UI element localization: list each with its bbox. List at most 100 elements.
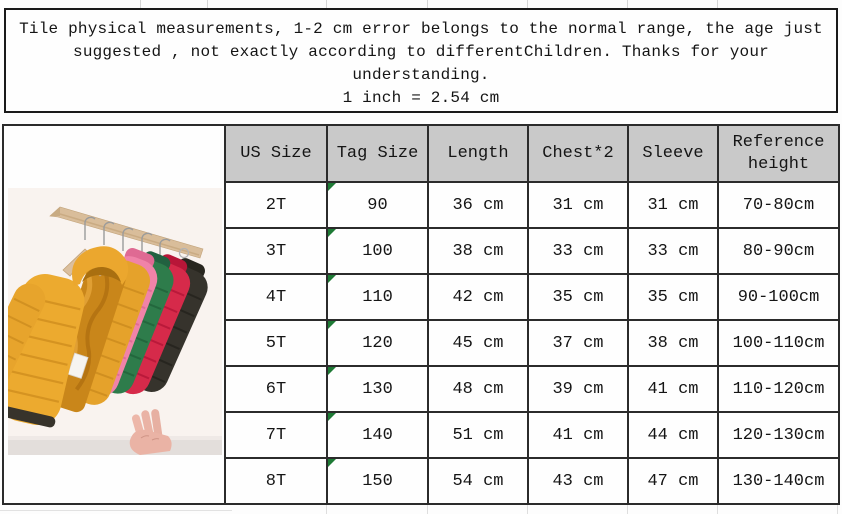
cell-chest: 41 cm [527,411,629,459]
cell-sleeve: 47 cm [627,457,719,505]
cell-tag-size-value: 140 [362,425,393,445]
spreadsheet-gridline [427,505,428,514]
notice-line: Tile physical measurements, 1-2 cm error… [19,20,823,38]
cell-chest: 31 cm [527,181,629,229]
excel-error-marker-icon [329,184,336,191]
photo-floor-shadow [8,440,222,455]
cell-sleeve: 41 cm [627,365,719,413]
spreadsheet-gridline [837,505,838,514]
jacket-sleeve [5,283,46,395]
table-row: 5T 120 45 cm 37 cm 38 cm 100-110cm [3,319,840,367]
cell-chest: 35 cm [527,273,629,321]
cell-reference-height: 120-130cm [717,411,840,459]
spreadsheet-gridline [0,510,232,511]
cell-tag-size-value: 150 [362,471,393,491]
cell-sleeve: 31 cm [627,181,719,229]
cell-tag-size: 90 [326,181,429,229]
price-tag [67,352,89,379]
cell-length: 36 cm [427,181,529,229]
table-row: 6T 130 48 cm 39 cm 41 cm 110-120cm [3,365,840,413]
excel-error-marker-icon [329,276,336,283]
cell-us-size: 2T [224,181,328,229]
cell-tag-size: 130 [326,365,429,413]
cell-chest: 37 cm [527,319,629,367]
table-row: 2T 90 36 cm 31 cm 31 cm 70-80cm [3,181,840,229]
product-photo [5,188,222,455]
cell-us-size: 7T [224,411,328,459]
cell-reference-height: 70-80cm [717,181,840,229]
cell-tag-size: 140 [326,411,429,459]
cell-chest: 39 cm [527,365,629,413]
spreadsheet-gridline [326,0,327,8]
cell-reference-height: 80-90cm [717,227,840,275]
header-chest: Chest*2 [527,124,629,183]
hood-opening [82,266,121,282]
photo-floor-shadow [8,436,222,441]
cell-length: 54 cm [427,457,529,505]
hanger-hooks [84,216,171,262]
excel-error-marker-icon [329,368,336,375]
table-row: 4T 110 42 cm 35 cm 35 cm 90-100cm [3,273,840,321]
spreadsheet-gridline [627,0,628,8]
excel-error-marker-icon [329,230,336,237]
metal-ring [178,247,190,259]
hem-trim [5,405,56,428]
spreadsheet-gridline [527,505,528,514]
cell-tag-size: 150 [326,457,429,505]
cell-tag-size: 110 [326,273,429,321]
cell-chest: 43 cm [527,457,629,505]
cell-tag-size-value: 90 [367,195,388,215]
cell-length: 42 cm [427,273,529,321]
cell-sleeve: 38 cm [627,319,719,367]
cell-chest: 33 cm [527,227,629,275]
cell-us-size: 6T [224,365,328,413]
header-length: Length [427,124,529,183]
cell-tag-size: 120 [326,319,429,367]
product-photo-cell [2,124,226,505]
spreadsheet-gridline [427,0,428,8]
jacket-hood [72,246,129,286]
cell-length: 48 cm [427,365,529,413]
wooden-rod [49,206,204,259]
table-row: 3T 100 38 cm 33 cm 33 cm 80-90cm [3,227,840,275]
header-tag-size: Tag Size [326,124,429,183]
hand [129,409,172,455]
size-table: US Size Tag Size Length Chest*2 Sleeve R… [2,124,840,505]
spreadsheet-gridline [627,505,628,514]
cell-tag-size-value: 100 [362,241,393,261]
cell-us-size: 5T [224,319,328,367]
excel-error-marker-icon [329,460,336,467]
header-sleeve: Sleeve [627,124,719,183]
spreadsheet-gridline [717,505,718,514]
excel-error-marker-icon [329,322,336,329]
notice-line: understanding. [352,66,490,84]
cell-sleeve: 44 cm [627,411,719,459]
cell-tag-size-value: 110 [362,287,393,307]
notice-line: suggested , not exactly according to dif… [73,43,769,61]
cell-reference-height: 130-140cm [717,457,840,505]
cell-length: 51 cm [427,411,529,459]
cell-reference-height: 100-110cm [717,319,840,367]
cell-us-size: 8T [224,457,328,505]
cell-tag-size-value: 130 [362,379,393,399]
spreadsheet-gridline [717,0,718,8]
jacket-yellow [5,246,151,428]
cell-sleeve: 35 cm [627,273,719,321]
cell-us-size: 4T [224,273,328,321]
cell-tag-size-value: 120 [362,333,393,353]
spreadsheet-gridline [207,0,208,8]
table-row: 7T 140 51 cm 41 cm 44 cm 120-130cm [3,411,840,459]
spreadsheet-gridline [527,0,528,8]
cell-sleeve: 33 cm [627,227,719,275]
spreadsheet-gridline [326,505,327,514]
cell-reference-height: 110-120cm [717,365,840,413]
cell-tag-size: 100 [326,227,429,275]
notice-box: Tile physical measurements, 1-2 cm error… [4,8,838,113]
cell-reference-height: 90-100cm [717,273,840,321]
header-reference-height: Reference height [717,124,840,183]
spreadsheet-gridline [140,0,141,8]
table-row: 8T 150 54 cm 43 cm 47 cm 130-140cm [3,457,840,505]
cell-length: 38 cm [427,227,529,275]
excel-error-marker-icon [329,414,336,421]
